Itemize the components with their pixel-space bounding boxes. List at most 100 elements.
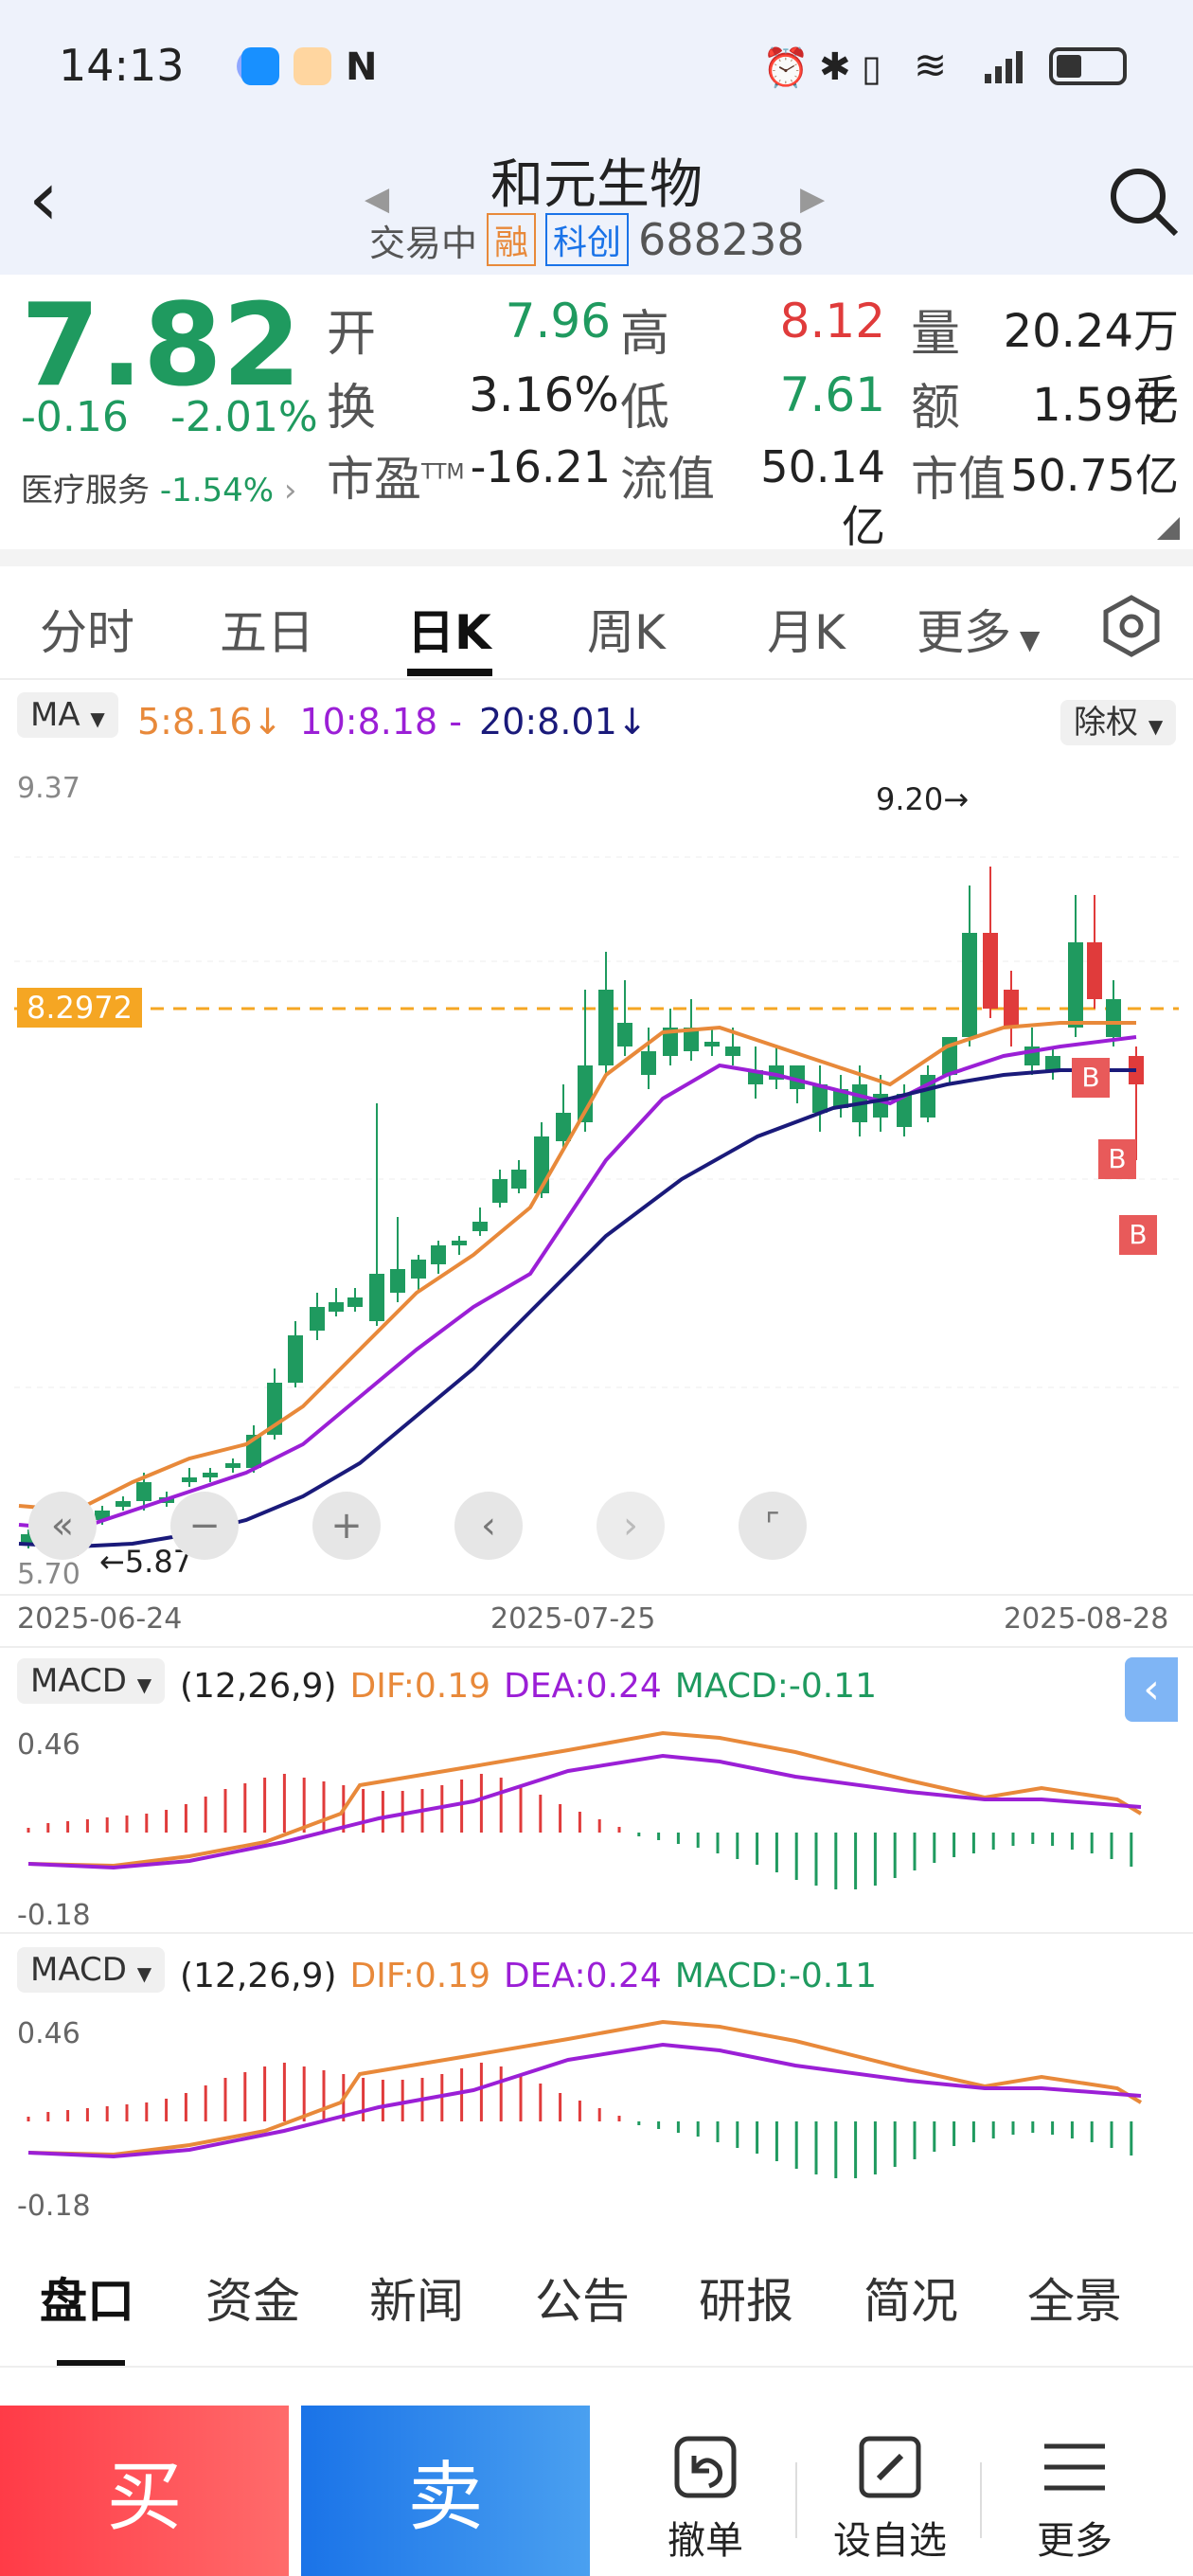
candle-body bbox=[641, 1051, 656, 1075]
turnover-label: 换 bbox=[327, 380, 377, 437]
menu-icon bbox=[994, 2424, 1155, 2510]
zoom-in-icon[interactable]: + bbox=[312, 1492, 381, 1560]
margin-tag: 融 bbox=[487, 213, 537, 266]
candle-body bbox=[203, 1473, 218, 1477]
tab-intraday[interactable]: 分时 bbox=[40, 605, 134, 660]
sector-name: 医疗服务 bbox=[21, 472, 150, 510]
ma10-line bbox=[18, 1035, 1137, 1532]
pe-value: -16.21 bbox=[470, 441, 611, 492]
add-watchlist-button[interactable]: 设自选 bbox=[810, 2424, 970, 2565]
ma-label: MA ▼ bbox=[17, 692, 118, 738]
back-icon[interactable]: ‹ bbox=[28, 154, 59, 242]
zoom-out-icon[interactable]: − bbox=[170, 1492, 239, 1560]
settings-icon[interactable] bbox=[1098, 593, 1165, 659]
action-divider bbox=[795, 2462, 797, 2538]
next-stock-icon[interactable]: ▶ bbox=[800, 180, 826, 218]
low-value: 7.61 bbox=[779, 367, 885, 422]
buy-button[interactable]: 买 bbox=[0, 2406, 289, 2576]
candle-body bbox=[663, 1028, 678, 1056]
candle-body bbox=[116, 1501, 131, 1507]
action-divider bbox=[980, 2462, 982, 2538]
macd2-top: 0.46 bbox=[17, 2017, 80, 2050]
tab-more[interactable]: 更多 ▼ bbox=[917, 605, 1041, 660]
ma-selector[interactable]: MA ▼ bbox=[17, 692, 118, 738]
tab-overview[interactable]: 全景 bbox=[1027, 2274, 1122, 2329]
macd1-values: (12,26,9) DIF:0.19 DEA:0.24 MACD:-0.11 bbox=[180, 1667, 877, 1706]
candle-body bbox=[452, 1241, 467, 1245]
last-price: 7.82 bbox=[21, 280, 302, 412]
adjust-selector[interactable]: 除权 ▼ bbox=[1060, 696, 1177, 745]
scroll-right-icon[interactable]: › bbox=[596, 1492, 665, 1560]
bluetooth-icon: ✱ bbox=[819, 45, 851, 89]
ma5-line bbox=[18, 1021, 1136, 1513]
macd2-params: (12,26,9) bbox=[180, 1957, 337, 1995]
macd2-selector[interactable]: MACD ▼ bbox=[17, 1947, 166, 1993]
collapse-panel-icon[interactable]: ‹ bbox=[1125, 1657, 1178, 1722]
buy-signal-badge[interactable]: B bbox=[1098, 1139, 1136, 1179]
amount-label: 额 bbox=[911, 380, 961, 437]
open-label: 开 bbox=[327, 306, 377, 363]
candle-body bbox=[390, 1269, 405, 1293]
macd2-label: MACD ▼ bbox=[17, 1947, 166, 1993]
macd2-macd: MACD:-0.11 bbox=[674, 1957, 877, 1995]
period-tabs: 分时 五日 日K 周K 月K 更多 ▼ bbox=[0, 566, 1193, 680]
scroll-start-icon[interactable]: « bbox=[28, 1492, 97, 1560]
macd1-dif: DIF:0.19 bbox=[349, 1667, 491, 1706]
battery-icon bbox=[1049, 47, 1127, 85]
kline-y-bottom: 5.70 bbox=[17, 1558, 80, 1591]
buy-signal-badge[interactable]: B bbox=[1119, 1215, 1157, 1255]
cancel-order-button[interactable]: 撤单 bbox=[625, 2424, 786, 2565]
search-icon[interactable] bbox=[1108, 166, 1180, 238]
more-label: 更多 bbox=[1037, 2519, 1113, 2563]
candle-body bbox=[684, 1028, 699, 1051]
macd1-dea-line bbox=[27, 1753, 1142, 1870]
macd1-selector[interactable]: MACD ▼ bbox=[17, 1658, 166, 1704]
date-mid: 2025-07-25 bbox=[490, 1602, 656, 1636]
float-cap-value: 50.14亿 bbox=[760, 441, 885, 552]
high-value: 8.12 bbox=[779, 294, 885, 349]
active-tab-indicator bbox=[407, 669, 492, 676]
sector-change: -1.54% bbox=[159, 472, 275, 510]
tab-five-day[interactable]: 五日 bbox=[220, 605, 314, 660]
candle-body bbox=[962, 933, 977, 1037]
tab-funds[interactable]: 资金 bbox=[205, 2274, 300, 2329]
axis-divider bbox=[0, 1594, 1193, 1596]
tab-daily-k[interactable]: 日K bbox=[407, 605, 491, 660]
tab-order-book[interactable]: 盘口 bbox=[40, 2274, 134, 2329]
adjust-label: 除权 ▼ bbox=[1060, 700, 1177, 745]
macd1-dif-line bbox=[27, 1730, 1143, 1869]
tab-profile[interactable]: 简况 bbox=[864, 2274, 958, 2329]
more-button[interactable]: 更多 bbox=[994, 2424, 1155, 2565]
market-cap-label: 市值 bbox=[911, 452, 1006, 507]
candle-body bbox=[790, 1065, 805, 1089]
stock-meta: 交易中 融 科创 688238 bbox=[369, 213, 805, 266]
kline-y-top: 9.37 bbox=[17, 772, 80, 805]
signal-icon bbox=[985, 49, 1032, 83]
fullscreen-icon[interactable]: ⌜ bbox=[739, 1492, 807, 1560]
candle-body bbox=[288, 1335, 303, 1383]
candle-body bbox=[1045, 1056, 1060, 1070]
quote-panel: 7.82 -0.16 -2.01% 医疗服务 -1.54% › 开 7.96 高… bbox=[0, 275, 1193, 552]
buy-signal-badge[interactable]: B bbox=[1072, 1058, 1110, 1098]
turnover-value: 3.16% bbox=[469, 367, 619, 422]
candle-body bbox=[411, 1260, 426, 1279]
tab-news[interactable]: 新闻 bbox=[369, 2274, 464, 2329]
tab-monthly-k[interactable]: 月K bbox=[767, 605, 846, 660]
caret-down-icon: ▼ bbox=[1011, 624, 1041, 655]
expand-icon[interactable] bbox=[1157, 517, 1180, 540]
tab-research[interactable]: 研报 bbox=[699, 2274, 793, 2329]
sector-link[interactable]: 医疗服务 -1.54% › bbox=[21, 464, 297, 510]
tab-announcements[interactable]: 公告 bbox=[535, 2274, 630, 2329]
prev-stock-icon[interactable]: ◀ bbox=[365, 180, 390, 218]
scroll-left-icon[interactable]: ‹ bbox=[454, 1492, 523, 1560]
candle-body bbox=[136, 1482, 151, 1501]
kline-chart[interactable]: 9.37 5.70 8.2972 9.20→ ←5.87 B B B « − +… bbox=[0, 762, 1193, 1596]
candle-body bbox=[983, 933, 998, 1009]
price-change-pct: -2.01% bbox=[170, 393, 318, 441]
tab-weekly-k[interactable]: 周K bbox=[587, 605, 666, 660]
candle-body bbox=[225, 1463, 240, 1468]
candle-body bbox=[1068, 942, 1083, 1028]
candle-body bbox=[598, 990, 614, 1065]
sell-button[interactable]: 卖 bbox=[301, 2406, 590, 2576]
candle-body bbox=[897, 1094, 912, 1127]
